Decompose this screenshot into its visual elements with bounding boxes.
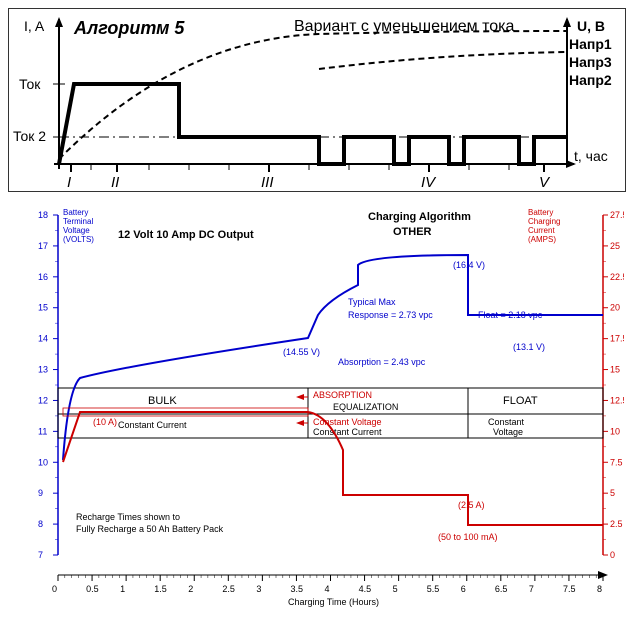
ann-recharge1: Recharge Times shown to [76,512,180,522]
svg-text:11: 11 [38,426,47,436]
y-right-ub: U, B [577,18,605,34]
svg-text:0: 0 [52,584,57,594]
ann-absvpc: Absorption = 2.43 vpc [338,357,426,367]
left-axis-l4: (VOLTS) [63,235,94,244]
svg-text:7.5: 7.5 [563,584,576,594]
ann-25a: (2.5 A) [458,500,485,510]
title-center: Charging Algorithm [368,211,471,223]
svg-text:1.5: 1.5 [154,584,167,594]
bottom-chart-svg: 789101112131415161718 02.557.51012.51517… [8,200,624,610]
svg-text:15: 15 [610,365,620,375]
top-title: Алгоритм 5 [73,18,185,38]
svg-text:13: 13 [38,365,48,375]
svg-text:6.5: 6.5 [495,584,508,594]
cv2-label1: Constant [488,417,525,427]
svg-text:8: 8 [597,584,602,594]
svg-text:3: 3 [256,584,261,594]
svg-text:5: 5 [610,488,615,498]
svg-text:8: 8 [38,519,43,529]
right-axis-l2: Charging [528,217,560,226]
svg-text:5.5: 5.5 [427,584,440,594]
right-axis-l3: Current [528,226,555,235]
svg-text:7: 7 [529,584,534,594]
phase-equalization: EQUALIZATION [333,402,398,412]
svg-text:15: 15 [38,303,48,313]
svg-text:5: 5 [393,584,398,594]
svg-text:25: 25 [610,241,620,251]
svg-text:16: 16 [38,272,48,282]
svg-text:3.5: 3.5 [290,584,303,594]
right-axis-l1: Battery [528,208,553,217]
svg-text:7.5: 7.5 [610,457,623,467]
svg-text:4: 4 [325,584,330,594]
ann-typmax: Typical Max [348,297,396,307]
svg-text:10: 10 [610,426,620,436]
svg-text:17: 17 [38,241,48,251]
ann-response: Response = 2.73 vpc [348,310,433,320]
left-axis-l3: Voltage [63,226,90,235]
x-label: t, час [574,148,608,164]
svg-text:2.5: 2.5 [222,584,235,594]
roman-2: II [111,174,119,191]
svg-text:14: 14 [38,334,48,344]
svg-text:22.5: 22.5 [610,272,624,282]
x-axis-label: Charging Time (Hours) [288,597,379,607]
svg-text:20: 20 [610,303,620,313]
right-axis-l4: (AMPS) [528,235,556,244]
svg-text:0: 0 [610,550,615,560]
y-tick-tok2: Ток 2 [13,128,46,144]
cc-label: Constant Current [118,420,187,430]
ann-164v: (16.4 V) [453,260,485,270]
y-right-n1: Напр1 [569,36,612,52]
phase-bulk: BULK [148,395,177,407]
top-chart: I, A Алгоритм 5 Вариант с уменьшением то… [8,8,626,192]
svg-text:9: 9 [38,488,43,498]
phase-float: FLOAT [503,395,538,407]
svg-text:18: 18 [38,210,48,220]
roman-3: III [261,174,274,191]
cc2-label: Constant Current [313,427,382,437]
ann-recharge2: Fully Recharge a 50 Ah Battery Pack [76,524,224,534]
left-axis-l1: Battery [63,208,88,217]
ann-131v: (13.1 V) [513,342,545,352]
svg-text:2.5: 2.5 [610,519,623,529]
cv2-label2: Voltage [493,427,523,437]
top-chart-svg: I, A Алгоритм 5 Вариант с уменьшением то… [9,9,625,191]
y-left-label: I, A [24,18,45,34]
svg-text:1: 1 [120,584,125,594]
ann-floatvpc: Float = 2.18 vpc [478,310,543,320]
ann-50-100: (50 to 100 mA) [438,532,498,542]
title-center2: OTHER [393,226,432,238]
svg-text:27.5: 27.5 [610,210,624,220]
y-right-n3: Напр3 [569,54,612,70]
svg-text:0.5: 0.5 [86,584,99,594]
svg-text:17.5: 17.5 [610,334,624,344]
title-left: 12 Volt 10 Amp DC Output [118,229,254,241]
roman-4: IV [421,174,437,191]
svg-text:10: 10 [38,457,48,467]
svg-text:4.5: 4.5 [359,584,372,594]
bottom-chart: 789101112131415161718 02.557.51012.51517… [8,200,624,610]
ann-1455v: (14.55 V) [283,347,320,357]
y-tick-tok: Ток [19,76,41,92]
svg-text:12: 12 [38,395,48,405]
svg-text:12.5: 12.5 [610,395,624,405]
phase-absorption: ABSORPTION [313,390,372,400]
y-right-n2: Напр2 [569,72,612,88]
roman-1: I [67,174,71,191]
svg-text:6: 6 [461,584,466,594]
svg-text:7: 7 [38,550,43,560]
left-axis-l2: Terminal [63,217,93,226]
ann-10a: (10 A) [93,417,117,427]
svg-text:2: 2 [188,584,193,594]
